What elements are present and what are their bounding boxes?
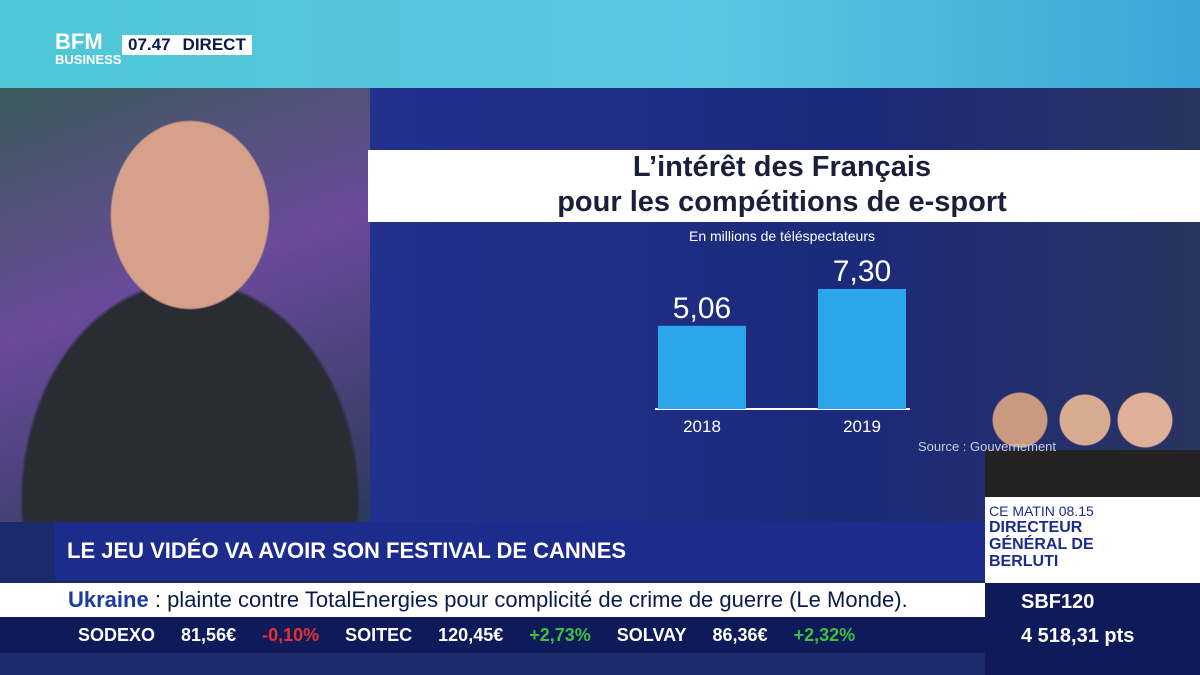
chart-subtitle: En millions de téléspectateurs: [689, 228, 875, 244]
index-box: SBF120 4 518,31 pts: [985, 583, 1200, 675]
stock-name: SOLVAY: [616, 624, 687, 645]
value-label: 5,06: [673, 292, 731, 325]
live: DIRECT: [182, 35, 246, 54]
ticker-text: : plainte contre TotalEnergies pour comp…: [154, 587, 908, 612]
upcoming-time: CE MATIN 08.15: [989, 503, 1094, 519]
chart-title: pour les compétitions de e-sport: [557, 186, 1007, 218]
stock-ticker: SODEXO 81,56€ -0,10% SOITEC 120,45€ +2,73% SOL…: [0, 617, 985, 653]
stock-price: 81,56€: [181, 624, 237, 645]
upcoming-guest: DIRECTEUR GÉNÉRAL DE BERLUTI: [989, 519, 1094, 570]
bar: [818, 289, 906, 409]
upcoming-box: CE MATIN 08.15 DIRECTEUR GÉNÉRAL DE BERL…: [985, 497, 1200, 583]
index-value: 4 518,31 pts: [1021, 625, 1135, 647]
stock-change: +2,32%: [793, 624, 856, 645]
stock-name: SODEXO: [78, 624, 156, 645]
stock-name: SOITEC: [345, 624, 413, 645]
x-tick-label: 2018: [683, 417, 721, 436]
chart-title: L’intérêt des Français: [633, 151, 931, 183]
guest-photos: [985, 375, 1200, 500]
news-ticker: Ukraine : plainte contre TotalEnergies p…: [0, 583, 985, 617]
stock-price: 86,36€: [712, 624, 768, 645]
source: Source : Gouvernement: [918, 439, 1056, 454]
bar: [658, 325, 746, 409]
value-label: 7,30: [833, 255, 891, 288]
logo-bottom: BUSINESS: [55, 52, 122, 67]
logo: BFM BUSINESS: [55, 29, 122, 69]
logo-top: BFM: [55, 29, 103, 54]
time: 07.47: [128, 35, 171, 54]
stock-change: -0,10%: [262, 624, 320, 645]
stock-price: 120,45€: [438, 624, 504, 645]
title-box: [368, 150, 1200, 222]
x-tick-label: 2019: [843, 417, 881, 436]
index-name: SBF120: [1021, 591, 1095, 613]
headline-bar: LE JEU VIDÉO VA AVOIR SON FESTIVAL DE CA…: [55, 522, 985, 580]
stock-change: +2,73%: [529, 624, 591, 645]
ticker-topic: Ukraine: [68, 587, 149, 612]
time-badge: 07.47 DIRECT: [122, 35, 252, 55]
presenter: [20, 120, 360, 522]
